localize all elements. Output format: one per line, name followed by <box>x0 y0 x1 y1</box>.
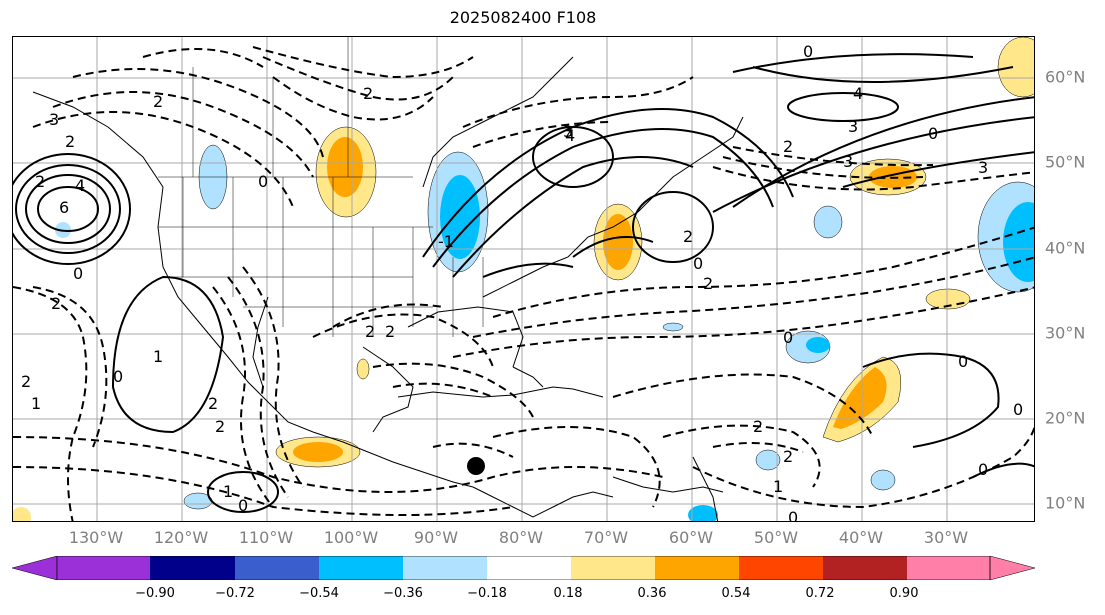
lon-label-100w: 100°W <box>323 528 379 547</box>
contour-label: 0 <box>693 254 703 273</box>
colorbar-extend-high <box>989 556 1035 580</box>
contour-label: 4 <box>75 176 85 195</box>
colorbar-tick: 0.36 <box>637 586 667 601</box>
colorbar-svg <box>12 556 1035 580</box>
colorbar-segment <box>487 556 571 580</box>
contour-label: 0 <box>978 460 988 479</box>
contour-label: -1 <box>438 232 454 251</box>
contour-label: 0 <box>113 367 123 386</box>
colorbar-segment <box>739 556 823 580</box>
contour-label: 1 <box>223 482 233 501</box>
colorbar-tick: 0.18 <box>553 586 583 601</box>
lon-label-70w: 70°W <box>583 528 629 547</box>
storm-center-marker <box>467 457 485 475</box>
lon-label-30w: 30°W <box>923 528 969 547</box>
contour-label: 0 <box>238 496 248 515</box>
colorbar-segment <box>655 556 739 580</box>
contour-label: 0 <box>803 42 813 61</box>
contour-label: 2 <box>753 417 763 436</box>
contour-label: 2 <box>783 137 793 156</box>
contour-label: 3 <box>49 110 59 129</box>
colorbar-segment <box>907 556 990 580</box>
lon-label-40w: 40°W <box>838 528 884 547</box>
colorbar-segment <box>235 556 319 580</box>
contour-label: 0 <box>783 328 793 347</box>
map-plot-area: 6 4 2 0 1 0 3 2 2 0 2 3 4 -1 2 4 3 3 0 0… <box>12 36 1035 522</box>
colorbar-segment <box>319 556 403 580</box>
colorbar-tick: −0.90 <box>135 586 175 601</box>
contour-label: 4 <box>853 84 863 103</box>
contour-label: 6 <box>59 198 69 217</box>
colorbar-tick: −0.72 <box>215 586 255 601</box>
contour-label: 2 <box>51 294 61 313</box>
contour-label: 0 <box>958 352 968 371</box>
political-borders <box>158 37 484 337</box>
contour-label: 2 <box>783 447 793 466</box>
map-title: 2025082400 F108 <box>449 8 597 27</box>
contour-label: 3 <box>563 122 573 141</box>
contour-label: 0 <box>788 508 798 522</box>
contour-label: 4 <box>565 126 575 145</box>
contour-label: 2 <box>215 417 225 436</box>
lon-label-90w: 90°W <box>413 528 459 547</box>
contour-label: 2 <box>703 274 713 293</box>
colorbar-segment <box>57 556 150 580</box>
colorbar-tick: 0.54 <box>721 586 751 601</box>
lon-label-60w: 60°W <box>668 528 714 547</box>
graticule <box>13 37 1034 521</box>
lat-label-50n: 50°N <box>1045 152 1086 172</box>
contour-label: 3 <box>843 152 853 171</box>
contour-label: 1 <box>153 347 163 366</box>
contour-label: 2 <box>385 322 395 341</box>
lat-label-10n: 10°N <box>1045 493 1086 513</box>
lat-label-30n: 30°N <box>1045 323 1086 343</box>
contour-label: 2 <box>365 322 375 341</box>
colorbar-tick: −0.36 <box>383 586 423 601</box>
map-svg: 6 4 2 0 1 0 3 2 2 0 2 3 4 -1 2 4 3 3 0 0… <box>13 37 1034 522</box>
lat-label-60n: 60°N <box>1045 67 1086 87</box>
contour-label: 2 <box>21 372 31 391</box>
contour-label: 2 <box>363 84 373 103</box>
contour-label: 3 <box>978 158 988 177</box>
colorbar-segment <box>403 556 487 580</box>
colorbar-extend-low <box>12 556 58 580</box>
colorbar-tick: −0.18 <box>467 586 507 601</box>
negative-contours <box>13 46 1034 521</box>
colorbar-tick: −0.54 <box>299 586 339 601</box>
contour-label: 2 <box>153 92 163 111</box>
colorbar-tick: 0.72 <box>805 586 835 601</box>
lon-label-130w: 130°W <box>68 528 124 547</box>
contour-labels: 6 4 2 0 1 0 3 2 2 0 2 3 4 -1 2 4 3 3 0 0… <box>21 42 1023 522</box>
lat-label-40n: 40°N <box>1045 238 1086 258</box>
contour-label: 1 <box>773 477 783 496</box>
colorbar-segment <box>823 556 907 580</box>
contour-label: 2 <box>65 132 75 151</box>
colorbar-segment <box>150 556 235 580</box>
positive-contours <box>13 53 1034 513</box>
shaded-anomalies <box>13 37 1034 521</box>
lon-label-50w: 50°W <box>753 528 799 547</box>
colorbar-segment <box>571 556 655 580</box>
contour-label: 0 <box>73 264 83 283</box>
contour-label: 3 <box>848 117 858 136</box>
contour-label: 2 <box>35 172 45 191</box>
contour-label: 2 <box>208 394 218 413</box>
colorbar <box>12 556 1035 580</box>
contour-label: 0 <box>1013 400 1023 419</box>
coastlines <box>32 56 744 521</box>
contour-label: 0 <box>258 172 268 191</box>
lon-label-120w: 120°W <box>153 528 209 547</box>
lat-label-20n: 20°N <box>1045 408 1086 428</box>
lon-label-80w: 80°W <box>498 528 544 547</box>
lon-label-110w: 110°W <box>238 528 294 547</box>
colorbar-tick: 0.90 <box>889 586 919 601</box>
contour-label: 1 <box>31 394 41 413</box>
contour-label: 0 <box>928 124 938 143</box>
contour-label: 2 <box>683 227 693 246</box>
